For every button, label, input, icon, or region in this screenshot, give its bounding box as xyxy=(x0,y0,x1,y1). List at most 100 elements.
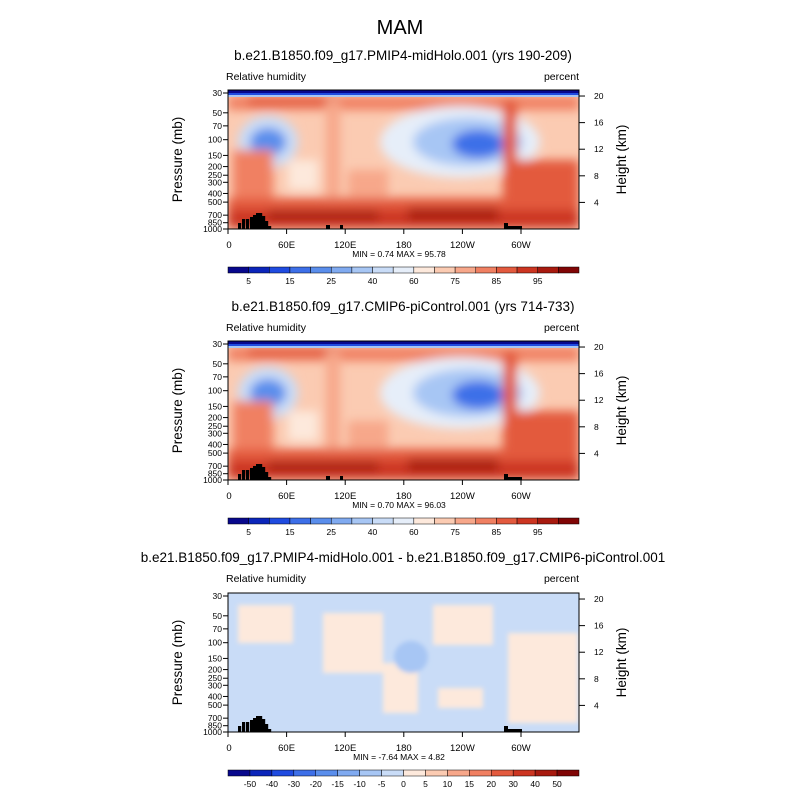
pressure-tick-label: 300 xyxy=(208,428,222,438)
plume xyxy=(326,351,340,451)
height-axis: 20 16 12 8 4 xyxy=(579,342,604,458)
topography-bar xyxy=(259,464,263,480)
variable-label: Relative humidity xyxy=(226,573,307,585)
boundary-layer-core xyxy=(408,208,498,220)
height-tick-label: 16 xyxy=(594,118,604,128)
colorbar-label: 5 xyxy=(423,779,428,789)
height-axis: 20 16 12 8 4 xyxy=(579,91,604,207)
plume xyxy=(326,100,340,200)
pressure-tick-label: 850 xyxy=(208,721,222,731)
dry-lobe-east-core xyxy=(452,381,504,409)
pressure-tick-label: 150 xyxy=(208,401,222,411)
colorbar-label: 75 xyxy=(450,276,460,286)
pressure-tick-label: 500 xyxy=(208,448,222,458)
plot-field xyxy=(228,593,579,732)
topography-bar xyxy=(508,729,522,732)
colorbar-box xyxy=(447,769,470,777)
topography-bar xyxy=(238,223,242,229)
topography-bar xyxy=(238,474,242,480)
longitude-tick-label: 180 xyxy=(396,491,412,502)
colorbar-box xyxy=(337,769,360,777)
topography-bar xyxy=(340,225,343,229)
colorbar-label: 5 xyxy=(246,527,251,537)
upper-moist-core xyxy=(368,347,448,357)
colorbar-box xyxy=(310,266,332,274)
colorbar-box xyxy=(516,517,538,525)
colorbar-box xyxy=(413,266,435,274)
topography-bar xyxy=(242,470,246,480)
height-tick-label: 12 xyxy=(594,144,604,154)
colorbar-box xyxy=(496,517,518,525)
pressure-tick-label: 700 xyxy=(208,461,222,471)
pressure-tick-label: 850 xyxy=(208,218,222,228)
colorbar-box xyxy=(269,517,291,525)
longitude-tick-label: 120E xyxy=(334,743,356,754)
y-axis-label: Pressure (mb) xyxy=(170,368,185,454)
colorbar-box xyxy=(403,769,426,777)
pressure-tick-label: 850 xyxy=(208,469,222,479)
colorbar-box xyxy=(248,266,270,274)
colorbar-box xyxy=(269,266,291,274)
colorbar-box xyxy=(537,266,559,274)
upper-moist-core xyxy=(248,347,338,357)
pressure-tick-label: 1000 xyxy=(203,727,222,737)
strat-band xyxy=(228,344,579,346)
colorbar-label: -40 xyxy=(266,779,279,789)
strat-band xyxy=(228,90,579,93)
colorbar-label: 95 xyxy=(533,527,543,537)
height-tick-label: 12 xyxy=(594,395,604,405)
colorbar-box xyxy=(425,769,448,777)
positive-anomaly xyxy=(508,633,578,723)
topography-bar xyxy=(246,722,250,732)
topography-bar xyxy=(253,718,257,732)
pressure-tick-label: 700 xyxy=(208,210,222,220)
topography xyxy=(238,716,522,732)
colorbar-box xyxy=(351,266,373,274)
colorbar-label: -10 xyxy=(353,779,366,789)
colorbar-label: 15 xyxy=(285,276,295,286)
pressure-tick-label: 250 xyxy=(208,421,222,431)
y-axis-label: Pressure (mb) xyxy=(170,620,185,706)
y2-axis-label: Height (km) xyxy=(614,376,629,446)
pressure-tick-label: 1000 xyxy=(203,475,222,485)
topography-bar xyxy=(256,716,260,732)
longitude-tick-label: 60W xyxy=(511,491,531,502)
colorbar-label: 20 xyxy=(487,779,497,789)
topography-bar xyxy=(265,724,269,732)
height-tick-label: 8 xyxy=(594,422,599,432)
colorbar-label: -30 xyxy=(288,779,301,789)
min-max-stats: MIN = 0.70 MAX = 96.03 xyxy=(352,500,446,510)
height-tick-label: 12 xyxy=(594,647,604,657)
colorbar-box xyxy=(534,769,558,777)
colorbar-label: 15 xyxy=(285,527,295,537)
topography-bar xyxy=(259,213,263,229)
topography-bar xyxy=(268,729,272,732)
topography-bar xyxy=(259,716,263,732)
topography-bar xyxy=(265,221,269,229)
pressure-tick-label: 300 xyxy=(208,177,222,187)
colorbar-box xyxy=(359,769,382,777)
colorbar-label: 60 xyxy=(409,527,419,537)
colorbar-label: 40 xyxy=(368,527,378,537)
colorbar-label: -50 xyxy=(244,779,257,789)
min-max-stats: MIN = -7.64 MAX = 4.82 xyxy=(353,752,445,762)
pressure-tick-label: 30 xyxy=(213,591,223,601)
longitude-tick-label: 180 xyxy=(396,240,412,251)
units-label: percent xyxy=(544,322,579,334)
variable-label: Relative humidity xyxy=(226,322,307,334)
topography xyxy=(238,464,522,480)
pressure-tick-label: 500 xyxy=(208,700,222,710)
topography-bar xyxy=(268,477,272,480)
colorbar-label: 30 xyxy=(508,779,518,789)
colorbar-box xyxy=(454,517,477,525)
colorbar-box xyxy=(491,769,514,777)
field-blobs xyxy=(228,96,579,228)
strat-band xyxy=(228,95,579,97)
topography-bar xyxy=(250,468,254,480)
colorbar-label: 95 xyxy=(533,276,543,286)
colorbar-box xyxy=(556,769,580,777)
height-axis: 20 16 12 8 4 xyxy=(579,594,604,710)
boundary-layer-core xyxy=(268,461,378,471)
